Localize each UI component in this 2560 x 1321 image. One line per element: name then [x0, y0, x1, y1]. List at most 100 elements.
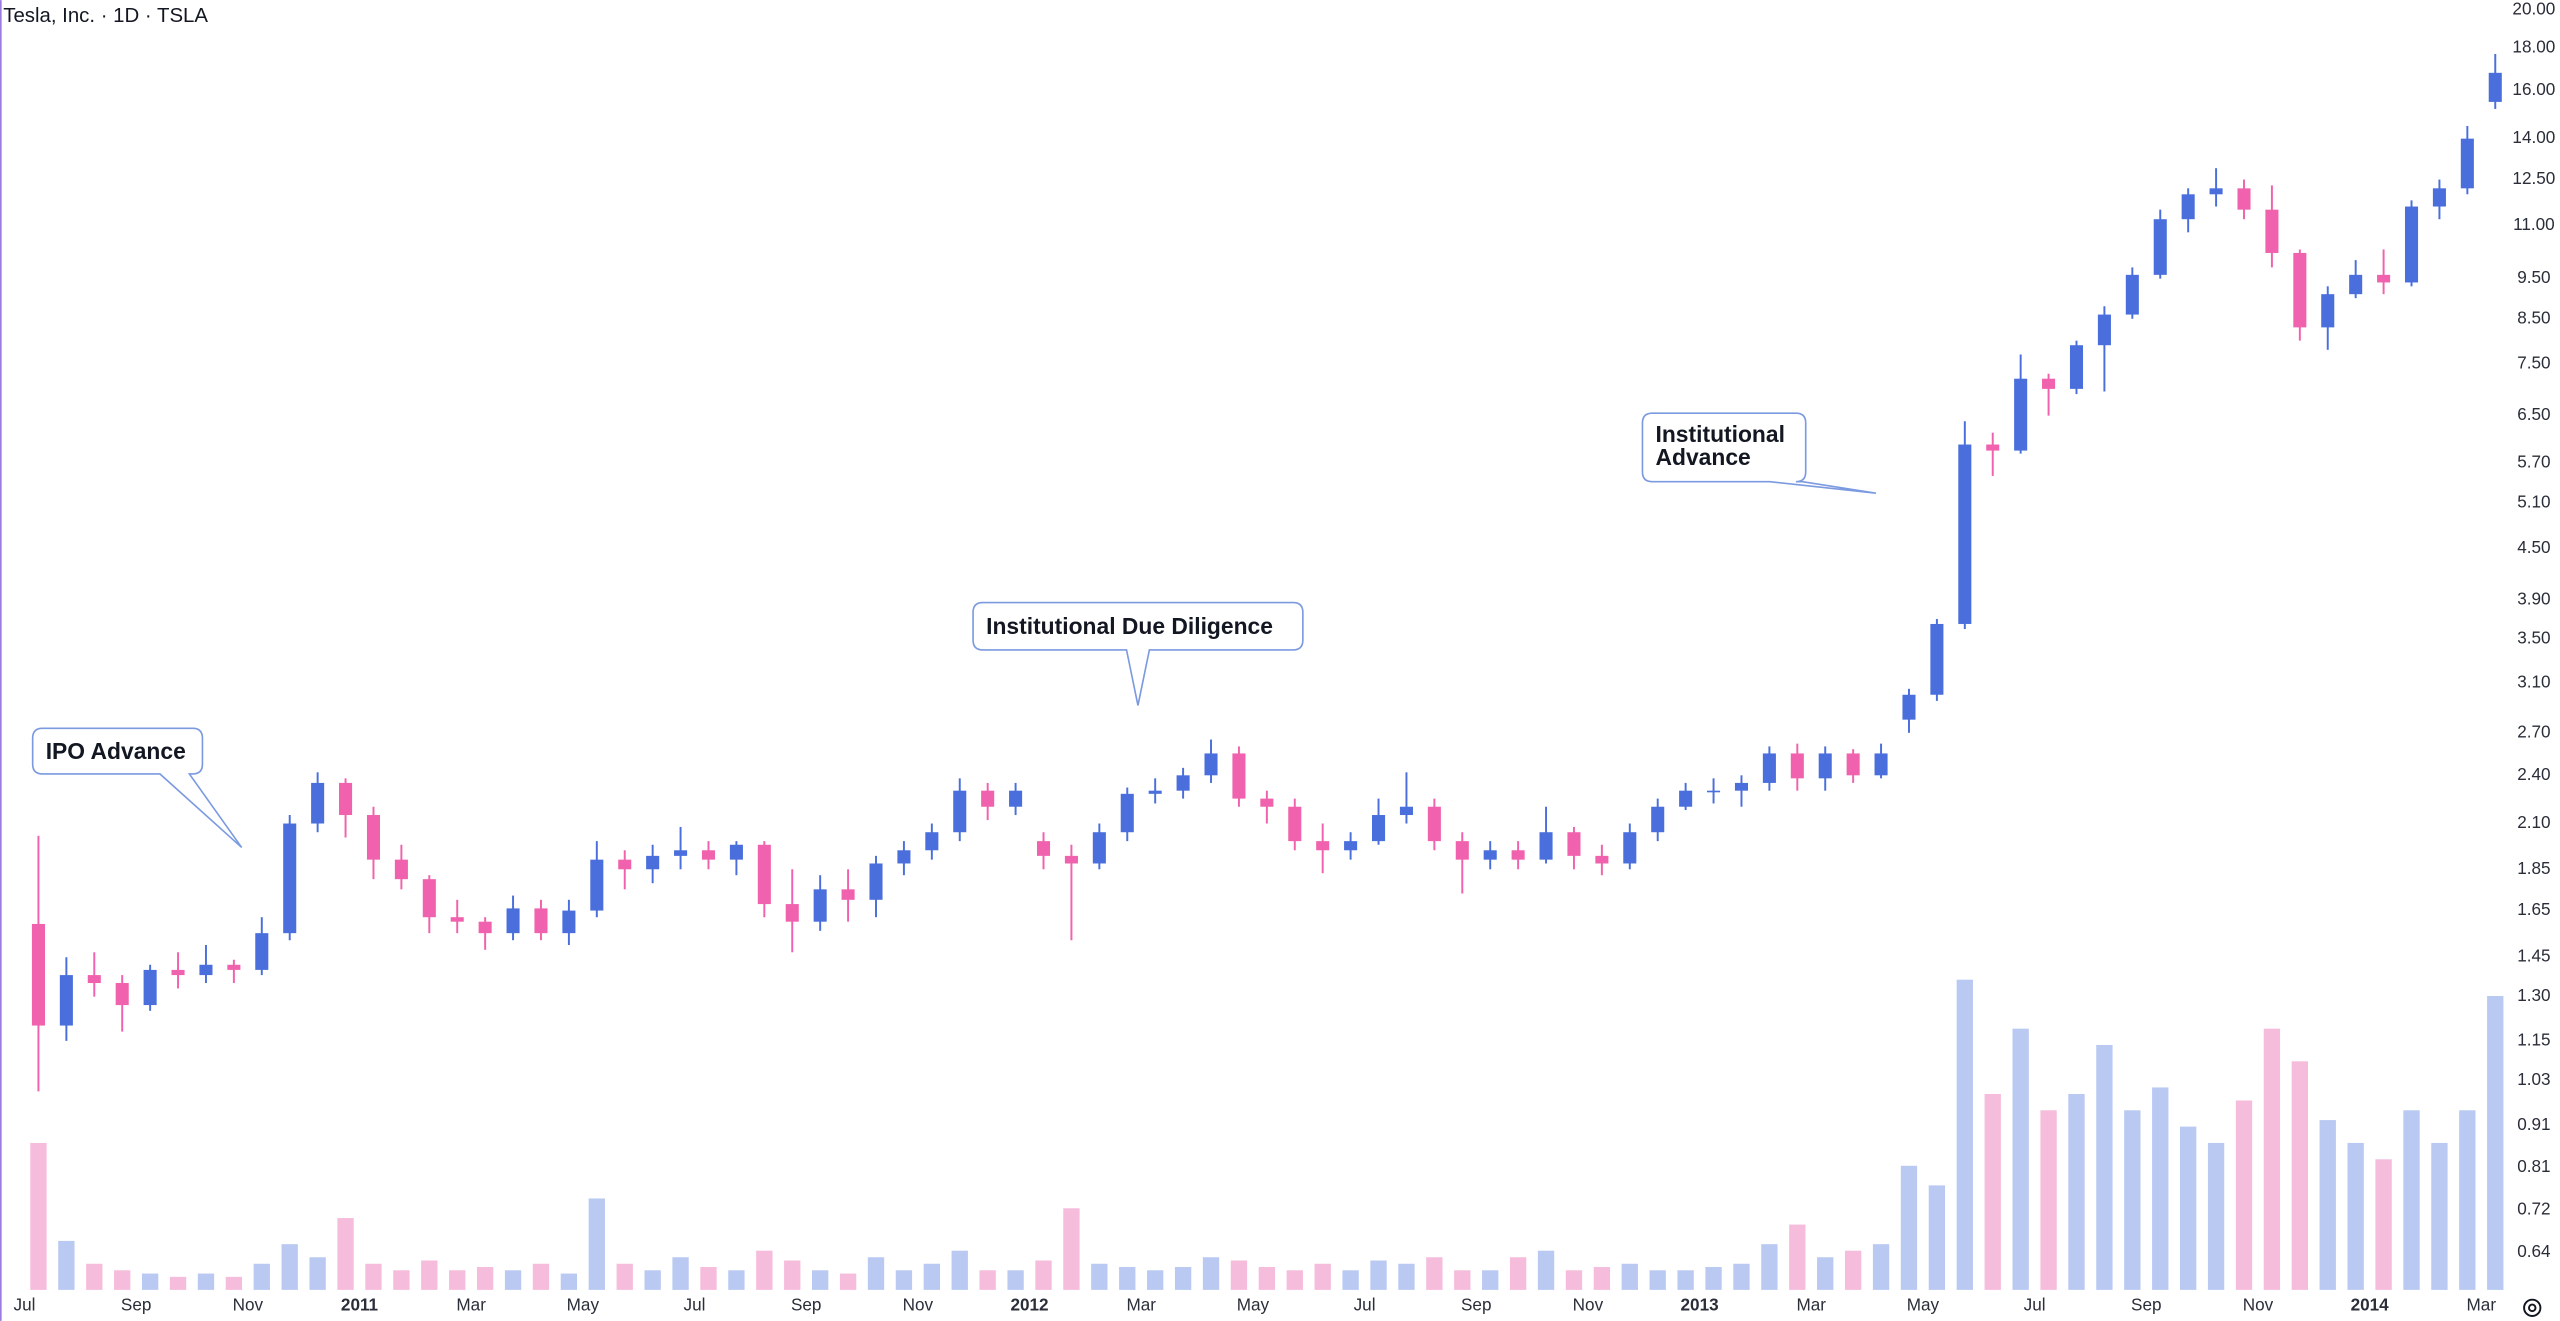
candle-body: [841, 889, 855, 900]
candle-body: [1120, 793, 1134, 833]
volume-bar: [2040, 1110, 2057, 1290]
volume-bar: [1035, 1260, 1052, 1290]
y-tick-label: 14.00: [2512, 127, 2555, 147]
volume-bar: [588, 1198, 605, 1290]
candle-body: [87, 975, 101, 984]
x-tick-label: Sep: [1461, 1295, 1491, 1315]
settings-icon[interactable]: [2523, 1298, 2542, 1317]
volume-bar: [700, 1267, 717, 1290]
volume-bar: [169, 1276, 187, 1290]
candle-body: [478, 921, 492, 934]
x-tick-label: Jul: [2024, 1295, 2046, 1315]
candle-body: [590, 859, 604, 911]
volume-bar: [867, 1257, 885, 1290]
x-tick-label: Nov: [1573, 1295, 1604, 1315]
volume-bar: [1789, 1224, 1806, 1290]
volume-bar: [616, 1263, 633, 1290]
candle-body: [506, 908, 520, 934]
y-tick-label: 1.45: [2517, 946, 2550, 966]
volume-bar: [1705, 1267, 1722, 1290]
candle-body: [2265, 209, 2279, 253]
annotation-line: Advance: [1656, 444, 1751, 470]
volume-bar: [2403, 1110, 2420, 1290]
candle-body: [2125, 274, 2139, 315]
y-tick-label: 1.85: [2517, 858, 2550, 878]
candle-body: [1232, 753, 1246, 799]
candle-body: [618, 859, 632, 870]
annotation-callout: [972, 601, 1304, 706]
candle-body: [171, 969, 185, 976]
candle-body: [1707, 790, 1721, 793]
candle-body: [1679, 790, 1693, 807]
volume-bar: [1761, 1244, 1778, 1290]
volume-bar: [2375, 1159, 2392, 1290]
y-tick-label: 1.65: [2517, 899, 2550, 919]
candle-body: [1148, 790, 1162, 794]
volume-bar: [253, 1263, 270, 1290]
candle-body: [1064, 855, 1078, 864]
y-tick-label: 3.50: [2517, 628, 2550, 648]
annotation-callout: [31, 727, 243, 849]
x-tick-label: May: [567, 1295, 600, 1315]
candle-body: [757, 844, 771, 905]
candle-body: [2042, 378, 2056, 389]
volume-bar: [2235, 1100, 2253, 1290]
volume-bar: [1398, 1263, 1415, 1290]
candle-body: [1595, 855, 1609, 864]
candle-body: [1288, 806, 1302, 842]
volume-bar: [1063, 1208, 1080, 1290]
x-tick-label: 2014: [2351, 1295, 2390, 1315]
chart-title: Tesla, Inc. · 1D · TSLA: [3, 5, 208, 27]
candle-body: [1372, 815, 1386, 842]
candle-body: [1176, 775, 1190, 791]
volume-bar: [1147, 1270, 1164, 1290]
y-tick-label: 11.00: [2513, 214, 2555, 234]
candle-body: [199, 964, 213, 976]
candle-body: [1009, 790, 1023, 807]
volume-bar: [1091, 1263, 1108, 1290]
candle-body: [1511, 850, 1525, 860]
volume-bar: [1202, 1257, 1220, 1290]
volume-bar: [2096, 1044, 2113, 1290]
y-tick-label: 2.70: [2517, 721, 2550, 741]
volume-bar: [1817, 1257, 1834, 1290]
volume-bar: [449, 1270, 466, 1290]
volume-bar: [1928, 1185, 1946, 1290]
candle-body: [2153, 219, 2167, 275]
volume-bar: [1844, 1250, 1862, 1290]
candle-body: [143, 969, 157, 1006]
candle-body: [1036, 841, 1051, 856]
x-tick-label: Jul: [684, 1295, 706, 1315]
candle-body: [1567, 832, 1581, 856]
candle-body: [339, 782, 353, 816]
volume-bar: [784, 1260, 801, 1290]
volume-bar: [1370, 1260, 1387, 1290]
x-tick-label: Mar: [1126, 1295, 1156, 1315]
y-tick-label: 3.10: [2517, 671, 2550, 691]
volume-bar: [476, 1267, 494, 1290]
y-tick-label: 5.10: [2517, 492, 2550, 512]
candle-body: [981, 790, 995, 807]
x-tick-label: Mar: [2467, 1295, 2497, 1315]
volume-bar: [1482, 1270, 1499, 1290]
candle-body: [59, 975, 73, 1026]
candle-body: [2209, 188, 2223, 195]
x-tick-label: 2012: [1010, 1295, 1048, 1315]
candle-body: [1623, 832, 1637, 864]
candle-body: [2293, 252, 2307, 328]
volume-bar: [421, 1260, 438, 1290]
candle-body: [115, 983, 129, 1006]
volume-bar: [644, 1270, 661, 1290]
candle-body: [283, 823, 297, 934]
annotation-text: IPO Advance: [46, 738, 186, 764]
candle-body: [2237, 188, 2251, 210]
candle-body: [1092, 832, 1106, 864]
candle-body: [1986, 444, 2000, 451]
candle-body: [1539, 832, 1553, 860]
y-tick-label: 7.50: [2517, 353, 2550, 373]
volume-bar: [114, 1270, 131, 1290]
x-tick-label: Sep: [2131, 1295, 2161, 1315]
candle-body: [897, 850, 911, 864]
y-tick-label: 5.70: [2517, 452, 2550, 472]
